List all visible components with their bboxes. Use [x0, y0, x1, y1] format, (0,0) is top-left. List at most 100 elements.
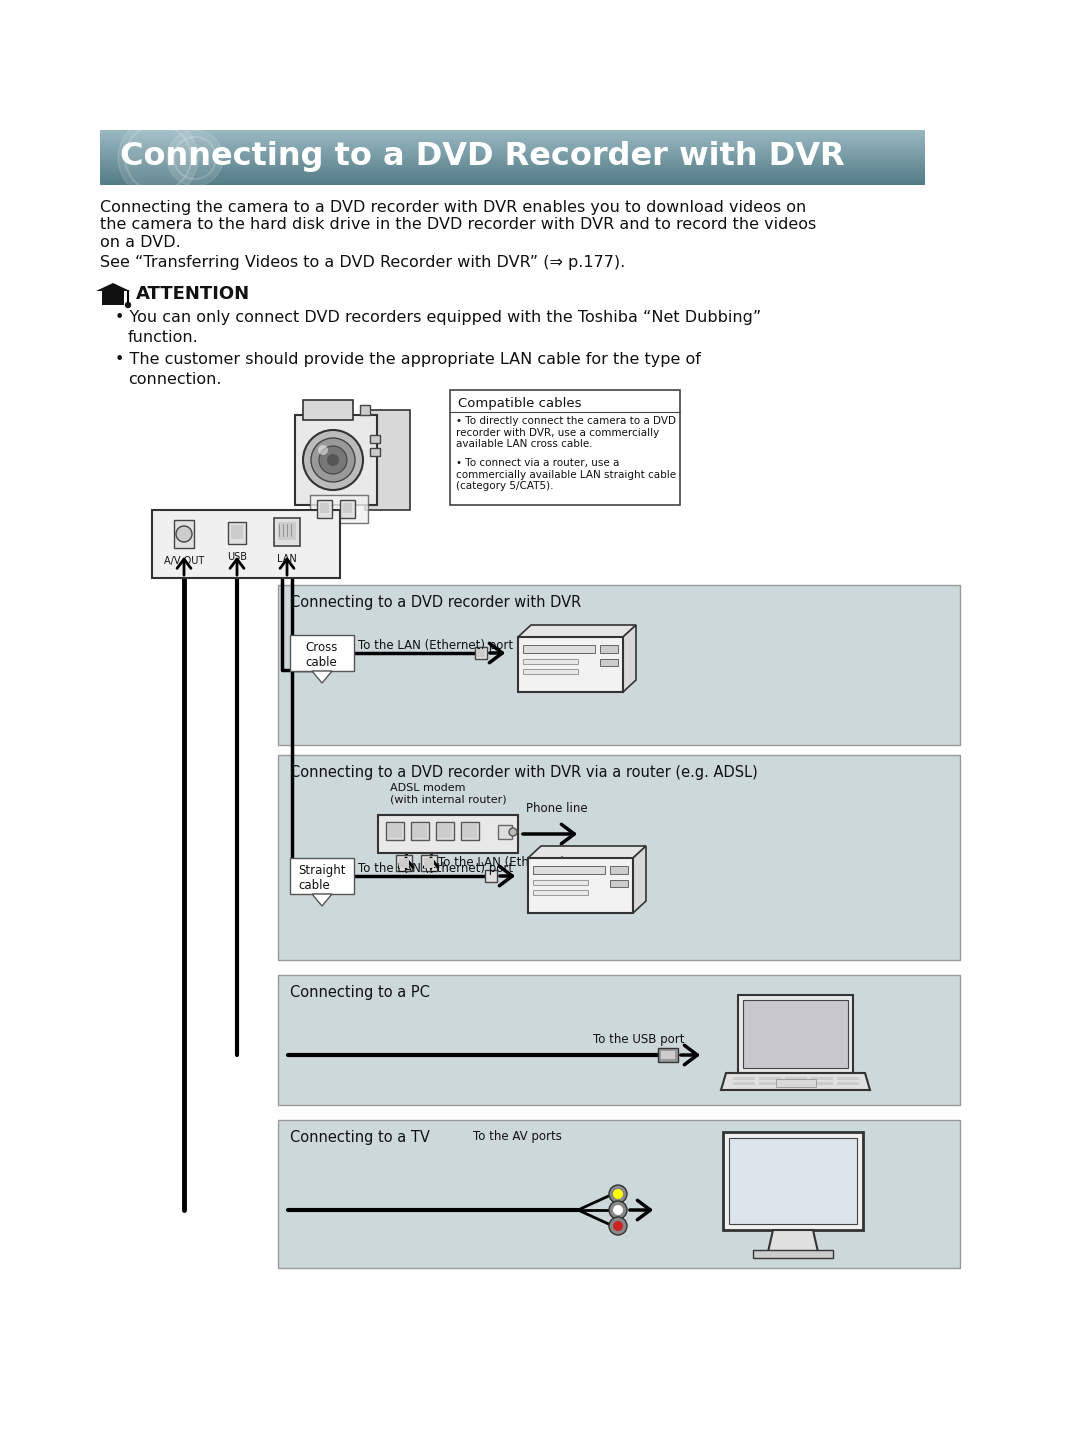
- Text: Straight
cable: Straight cable: [298, 864, 346, 891]
- Bar: [421, 855, 437, 871]
- Bar: [759, 1077, 781, 1080]
- Text: ADSL modem
(with internal router): ADSL modem (with internal router): [390, 784, 507, 804]
- Bar: [278, 585, 960, 744]
- Bar: [438, 824, 453, 838]
- Text: A/V OUT: A/V OUT: [164, 555, 204, 566]
- Bar: [303, 400, 353, 420]
- Bar: [340, 500, 355, 518]
- Text: Connecting to a DVD recorder with DVR via a router (e.g. ADSL): Connecting to a DVD recorder with DVR vi…: [291, 765, 758, 779]
- Bar: [278, 976, 960, 1105]
- Bar: [729, 1138, 858, 1224]
- Text: Compatible cables: Compatible cables: [458, 397, 581, 410]
- Circle shape: [509, 827, 517, 836]
- Bar: [343, 503, 352, 513]
- Bar: [759, 1082, 781, 1085]
- Circle shape: [327, 454, 339, 465]
- Bar: [152, 510, 340, 579]
- Bar: [278, 1120, 960, 1268]
- Bar: [461, 822, 480, 840]
- Text: Phone line: Phone line: [526, 803, 588, 816]
- Bar: [738, 995, 853, 1073]
- Bar: [318, 500, 332, 518]
- Bar: [661, 1051, 675, 1059]
- Bar: [388, 824, 402, 838]
- Text: connection.: connection.: [129, 372, 221, 387]
- Bar: [523, 669, 578, 675]
- Polygon shape: [312, 670, 332, 683]
- Bar: [411, 822, 429, 840]
- Circle shape: [609, 1201, 627, 1218]
- Text: LAN: LAN: [278, 554, 297, 564]
- Bar: [396, 855, 411, 871]
- Bar: [518, 637, 623, 692]
- Circle shape: [125, 302, 131, 307]
- Text: See “Transferring Videos to a DVD Recorder with DVR” (⇒ p.177).: See “Transferring Videos to a DVD Record…: [100, 254, 625, 270]
- Text: Connecting to a DVD Recorder with DVR: Connecting to a DVD Recorder with DVR: [120, 141, 845, 172]
- Bar: [370, 448, 380, 457]
- Bar: [174, 521, 194, 548]
- Text: To the LAN (Ethernet) port: To the LAN (Ethernet) port: [438, 856, 593, 869]
- Circle shape: [609, 1185, 627, 1202]
- Text: USB: USB: [227, 553, 247, 563]
- Bar: [733, 1082, 755, 1085]
- Circle shape: [318, 445, 328, 455]
- Polygon shape: [518, 625, 636, 637]
- Polygon shape: [633, 846, 646, 913]
- Bar: [310, 494, 368, 523]
- Circle shape: [609, 1217, 627, 1234]
- Text: To the USB port: To the USB port: [593, 1032, 685, 1045]
- Bar: [413, 824, 427, 838]
- Bar: [370, 435, 380, 443]
- Bar: [534, 867, 605, 874]
- Polygon shape: [312, 894, 332, 906]
- Bar: [523, 659, 578, 664]
- Bar: [837, 1082, 859, 1085]
- Text: To the LAN (Ethernet) port: To the LAN (Ethernet) port: [357, 862, 513, 875]
- Text: • To connect via a router, use a
commercially available LAN straight cable
(cate: • To connect via a router, use a commerc…: [456, 458, 676, 491]
- Text: To the AV ports: To the AV ports: [473, 1130, 562, 1143]
- Text: • You can only connect DVD recorders equipped with the Toshiba “Net Dubbing”: • You can only connect DVD recorders equ…: [114, 310, 761, 326]
- Text: To the LAN (Ethernet) port: To the LAN (Ethernet) port: [357, 638, 513, 651]
- Bar: [534, 890, 588, 896]
- Bar: [378, 816, 518, 853]
- Bar: [785, 1077, 807, 1080]
- Polygon shape: [96, 284, 130, 291]
- Bar: [777, 1079, 816, 1088]
- Bar: [837, 1077, 859, 1080]
- Polygon shape: [528, 846, 646, 858]
- Bar: [291, 858, 354, 894]
- Bar: [436, 822, 454, 840]
- Bar: [753, 1250, 833, 1258]
- Circle shape: [118, 118, 198, 198]
- Circle shape: [303, 430, 363, 490]
- Text: Cross
cable: Cross cable: [306, 641, 338, 669]
- Bar: [278, 522, 296, 539]
- Bar: [785, 1082, 807, 1085]
- Bar: [811, 1082, 833, 1085]
- Bar: [600, 646, 618, 653]
- Bar: [475, 647, 487, 659]
- Bar: [600, 659, 618, 666]
- Bar: [274, 518, 300, 547]
- Bar: [523, 646, 595, 653]
- Bar: [610, 867, 627, 874]
- Bar: [102, 291, 124, 305]
- Bar: [528, 858, 633, 913]
- Circle shape: [613, 1221, 623, 1232]
- Bar: [295, 414, 377, 505]
- Bar: [278, 755, 960, 960]
- Bar: [610, 880, 627, 887]
- Bar: [743, 1000, 848, 1069]
- Circle shape: [613, 1205, 623, 1216]
- Bar: [658, 1048, 678, 1061]
- Bar: [498, 824, 512, 839]
- Text: • To directly connect the camera to a DVD
recorder with DVR, use a commercially
: • To directly connect the camera to a DV…: [456, 416, 676, 449]
- Bar: [320, 503, 329, 513]
- Circle shape: [311, 438, 355, 481]
- Circle shape: [613, 1189, 623, 1200]
- Bar: [450, 390, 680, 505]
- Bar: [424, 858, 434, 868]
- Bar: [386, 822, 404, 840]
- Bar: [723, 1133, 863, 1230]
- Bar: [733, 1077, 755, 1080]
